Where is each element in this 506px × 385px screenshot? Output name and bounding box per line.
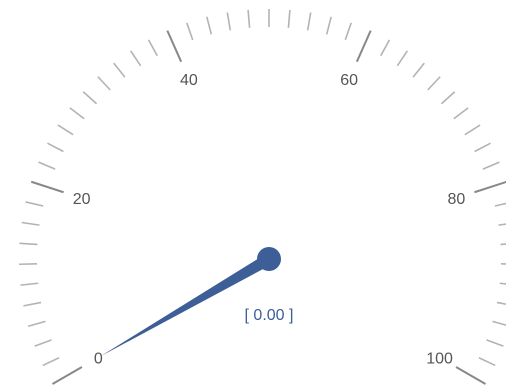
needle-hub bbox=[257, 247, 281, 271]
minor-tick bbox=[453, 107, 469, 120]
minor-tick bbox=[498, 223, 506, 226]
minor-tick bbox=[27, 320, 46, 328]
minor-tick bbox=[396, 50, 409, 67]
minor-tick bbox=[492, 320, 506, 327]
gauge-needle bbox=[100, 253, 272, 357]
minor-tick bbox=[57, 124, 74, 136]
minor-tick bbox=[427, 76, 441, 91]
minor-tick bbox=[496, 301, 506, 306]
minor-tick bbox=[247, 9, 251, 28]
major-tick bbox=[355, 30, 372, 63]
minor-tick bbox=[226, 12, 232, 31]
minor-tick bbox=[42, 357, 60, 367]
tick-label: 60 bbox=[340, 72, 358, 89]
minor-tick bbox=[486, 339, 504, 347]
minor-tick bbox=[34, 339, 52, 347]
major-tick bbox=[455, 366, 487, 385]
gauge-value-label: [ 0.00 ] bbox=[245, 307, 294, 324]
tick-label: 20 bbox=[73, 191, 91, 208]
minor-tick bbox=[21, 221, 40, 226]
minor-tick bbox=[23, 301, 42, 307]
minor-tick bbox=[325, 16, 332, 35]
minor-tick bbox=[482, 161, 500, 170]
tick-label: 100 bbox=[426, 351, 453, 368]
major-tick bbox=[474, 180, 506, 194]
tick-label: 0 bbox=[94, 351, 103, 368]
tick-label: 40 bbox=[180, 72, 198, 89]
tick-labels: 0 20 40 60 80 100 bbox=[73, 72, 466, 367]
minor-tick bbox=[287, 9, 291, 28]
minor-tick bbox=[20, 282, 39, 286]
minor-tick bbox=[412, 62, 425, 78]
minor-tick bbox=[82, 91, 98, 105]
tick-marks bbox=[19, 9, 506, 385]
minor-tick bbox=[440, 91, 456, 105]
major-tick bbox=[51, 366, 83, 385]
minor-tick bbox=[47, 142, 64, 153]
major-tick bbox=[30, 180, 64, 194]
minor-tick bbox=[344, 22, 352, 41]
minor-tick bbox=[478, 357, 496, 367]
minor-tick bbox=[129, 50, 142, 67]
minor-tick bbox=[206, 16, 213, 35]
minor-tick bbox=[113, 62, 126, 78]
minor-tick bbox=[306, 12, 312, 31]
minor-tick bbox=[38, 161, 56, 170]
minor-tick bbox=[147, 39, 158, 57]
minor-tick bbox=[380, 39, 391, 57]
minor-tick bbox=[25, 201, 44, 207]
minor-tick bbox=[19, 242, 38, 246]
minor-tick bbox=[474, 142, 491, 153]
minor-tick bbox=[97, 76, 111, 91]
minor-tick bbox=[494, 202, 506, 207]
major-tick bbox=[166, 30, 183, 63]
minor-tick bbox=[186, 22, 194, 41]
minor-tick bbox=[499, 282, 506, 285]
tick-label: 80 bbox=[447, 191, 465, 208]
minor-tick bbox=[464, 124, 481, 136]
minor-tick bbox=[69, 107, 85, 120]
needle-group bbox=[100, 247, 281, 357]
minor-tick bbox=[500, 243, 506, 246]
